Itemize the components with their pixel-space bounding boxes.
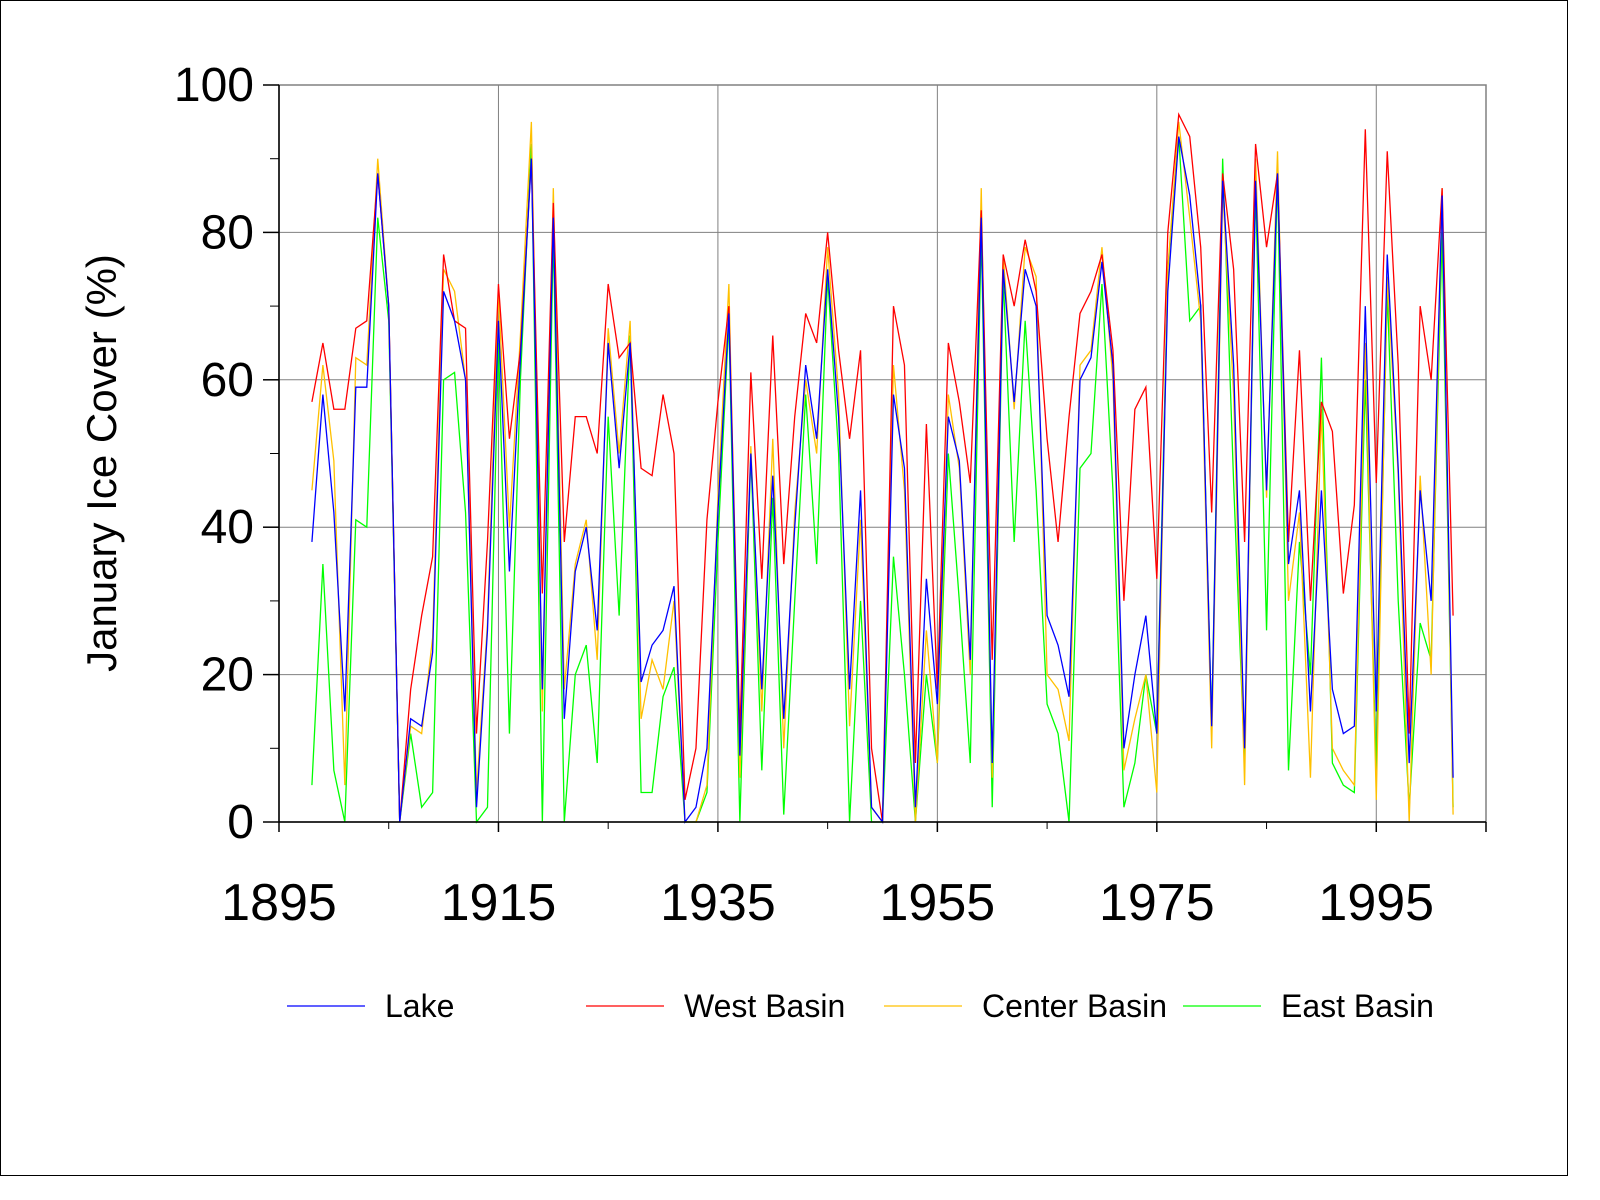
axis-layer bbox=[263, 84, 1487, 832]
y-tick-label: 100 bbox=[174, 59, 254, 112]
x-tick-label: 1955 bbox=[880, 874, 996, 932]
y-tick-label: 0 bbox=[227, 796, 254, 849]
legend-label-west-basin: West Basin bbox=[684, 988, 845, 1024]
x-tick-label: 1975 bbox=[1099, 874, 1215, 932]
series-layer bbox=[311, 112, 1454, 824]
legend-label-center-basin: Center Basin bbox=[982, 988, 1167, 1024]
tick-label-layer: 0 20 40 60 80 100 1895 1915 1935 1955 1975 1995 bbox=[174, 59, 1434, 932]
series-line-east-basin bbox=[311, 136, 1454, 824]
series-line-west-basin bbox=[311, 112, 1454, 823]
y-axis-label: January Ice Cover (%) bbox=[78, 254, 125, 672]
legend-label-east-basin: East Basin bbox=[1281, 988, 1434, 1024]
grid-layer bbox=[279, 85, 1486, 822]
y-tick-label: 40 bbox=[201, 501, 254, 554]
legend-label-lake: Lake bbox=[385, 988, 454, 1024]
x-tick-label: 1995 bbox=[1318, 874, 1434, 932]
x-tick-label: 1895 bbox=[221, 874, 337, 932]
chart-frame bbox=[0, 0, 1568, 1176]
x-tick-label: 1915 bbox=[441, 874, 557, 932]
y-tick-label: 80 bbox=[201, 206, 254, 259]
x-tick-label: 1935 bbox=[660, 874, 776, 932]
y-tick-label: 20 bbox=[201, 649, 254, 702]
y-tick-label: 60 bbox=[201, 354, 254, 407]
legend: Lake West Basin Center Basin East Basin bbox=[287, 988, 1434, 1024]
plot-area-border bbox=[278, 84, 1487, 823]
series-line-lake bbox=[311, 136, 1454, 824]
series-line-center-basin bbox=[311, 121, 1454, 824]
